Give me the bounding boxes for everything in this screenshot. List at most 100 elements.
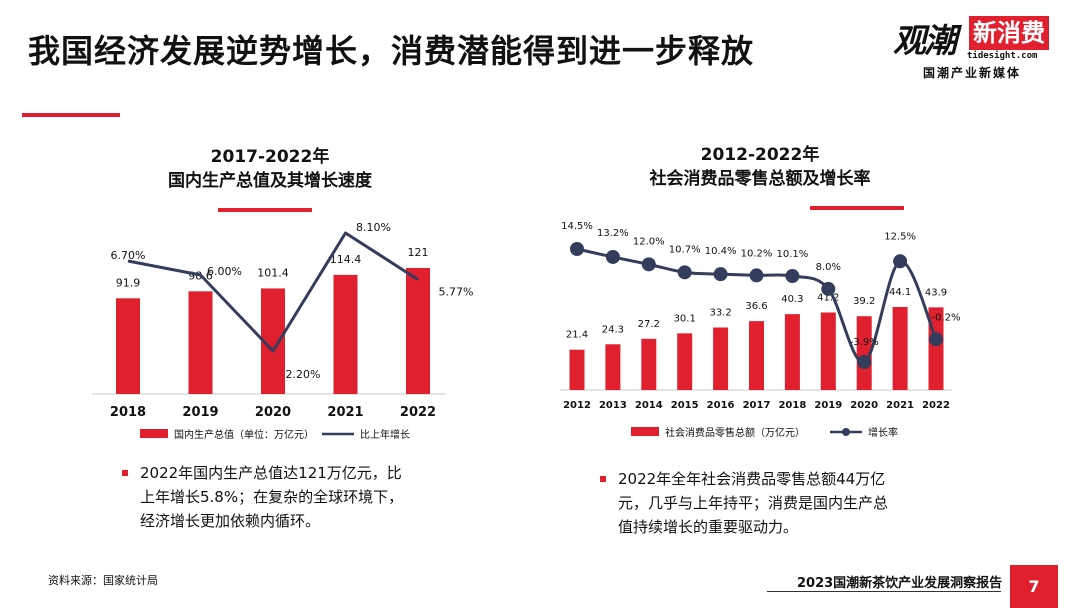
gdp-bar [188,291,213,394]
retail-bar [856,316,872,390]
retail-bar-label: 41.2 [817,292,839,303]
page-title: 我国经济发展逆势增长，消费潜能得到进一步释放 [28,32,755,70]
retail-growth-label: 8.0% [816,262,841,273]
retail-bar [713,327,729,390]
report-title: 2023国潮新茶饮产业发展洞察报告 [797,576,1003,591]
retail-legend-line-label: 增长率 [868,426,898,439]
retail-bar-label: 27.2 [638,319,660,330]
gdp-bar-label: 91.9 [116,276,141,289]
right-chart-title: 2012-2022年 社会消费品零售总额及增长率 [600,143,920,191]
gdp-growth-label: 5.77% [439,286,474,299]
retail-category-label: 2021 [886,400,914,411]
retail-category-label: 2020 [850,400,878,411]
gdp-category-label: 2020 [255,405,291,420]
gdp-bar-label: 121 [408,246,429,259]
right-note: 2022年全年社会消费品零售总额44万亿 元，几乎与上年持平；消费是国内生产总 … [600,467,910,539]
logo-tagline: 国潮产业新媒体 [923,66,1022,80]
report-underline [767,591,1001,592]
retail-bar [641,338,657,390]
retail-growth-point [641,257,656,272]
left-chart-title-line2: 国内生产总值及其增长速度 [168,171,372,191]
retail-category-label: 2014 [635,400,663,411]
retail-growth-point [857,355,872,369]
right-chart-title-line1: 2012-2022年 [700,145,820,165]
retail-growth-point [929,332,943,347]
retail-bar-label: 43.9 [925,287,947,298]
gdp-category-label: 2019 [182,405,218,420]
retail-growth-point [893,254,908,269]
left-note: 2022年国内生产总值达121万亿元，比 上年增长5.8%；在复杂的全球环境下，… [122,461,422,533]
retail-category-label: 2015 [671,400,699,411]
left-chart-title-bar [218,208,312,212]
retail-bar [749,321,764,390]
gdp-growth-label: 6.00% [207,265,242,278]
left-note-line: 经济增长更加依赖内循环。 [140,512,321,530]
retail-growth-label: -0.2% [931,312,960,323]
retail-growth-point [785,269,800,284]
retail-legend-bar-swatch [631,427,659,436]
retail-category-label: 2016 [707,400,735,411]
gdp-growth-label: 6.70% [111,249,146,262]
right-note-line: 值持续增长的重要驱动力。 [618,518,799,536]
gdp-growth-label: 2.20% [286,368,321,381]
retail-growth-label: 10.2% [741,248,773,259]
retail-bar-label: 40.3 [781,294,803,305]
gdp-category-label: 2018 [110,405,146,420]
retail-bar [784,314,800,390]
gdp-category-label: 2021 [327,405,363,420]
left-note-line: 上年增长5.8%；在复杂的全球环境下， [140,488,404,506]
gdp-bar [116,298,140,394]
retail-growth-label: 10.7% [669,244,701,255]
retail-bar [569,349,585,390]
retail-category-label: 2018 [778,400,806,411]
retail-growth-label: 13.2% [597,228,629,239]
retail-growth-label: 10.1% [777,249,809,260]
left-chart-title: 2017-2022年 国内生产总值及其增长速度 [130,145,410,193]
gdp-bar [406,268,430,394]
retail-bar [677,333,693,390]
retail-growth-point [570,242,584,256]
retail-growth-point [821,281,836,296]
retail-bar-label: 33.2 [709,308,731,319]
retail-growth-point [605,249,620,264]
retail-category-label: 2022 [922,400,950,411]
retail-category-label: 2019 [814,400,842,411]
logo-brand-b: 新消费 [969,16,1049,50]
retail-legend-line-marker [842,428,850,436]
logo-brand-a: 观潮 [893,21,957,60]
logo-site: tidesight.com [967,51,1038,61]
retail-bar [820,312,836,390]
retail-legend-bar-label: 社会消费品零售总额（万亿元） [665,426,805,439]
retail-bar-label: 39.2 [853,296,875,307]
gdp-growth-label: 8.10% [356,221,391,234]
retail-bar-label: 30.1 [674,313,696,324]
retail-growth-point [677,265,692,280]
title-underline [22,113,120,117]
retail-growth-label: -3.9% [850,337,879,348]
right-note-line: 2022年全年社会消费品零售总额44万亿 [618,470,886,488]
right-chart-title-line2: 社会消费品零售总额及增长率 [649,169,871,189]
right-note-bullet [600,476,606,482]
retail-growth-label: 14.5% [561,221,593,232]
left-chart-title-line1: 2017-2022年 [210,147,330,167]
source-note: 资料来源：国家统计局 [48,574,158,587]
retail-category-label: 2017 [743,400,771,411]
gdp-bar-label: 114.4 [330,253,362,266]
retail-bar-label: 21.4 [566,330,588,341]
retail-bar [892,307,908,390]
brand-logo: 观潮 新消费 tidesight.com 国潮产业新媒体 [893,8,1063,80]
retail-growth-point [749,268,764,283]
retail-growth-label: 12.0% [633,236,665,247]
retail-growth-point [713,267,728,282]
gdp-bar [333,274,358,394]
right-note-line: 元，几乎与上年持平；消费是国内生产总 [618,494,889,512]
retail-bar-label: 44.1 [889,287,911,298]
gdp-growth-line [127,231,419,353]
gdp-legend-bar-swatch [140,429,168,438]
gdp-category-label: 2022 [400,405,436,420]
retail-bar-label: 24.3 [602,324,624,335]
left-note-line: 2022年国内生产总值达121万亿元，比 [140,464,402,482]
page-number: 7 [1010,565,1058,608]
gdp-legend-line-label: 比上年增长 [360,428,410,441]
